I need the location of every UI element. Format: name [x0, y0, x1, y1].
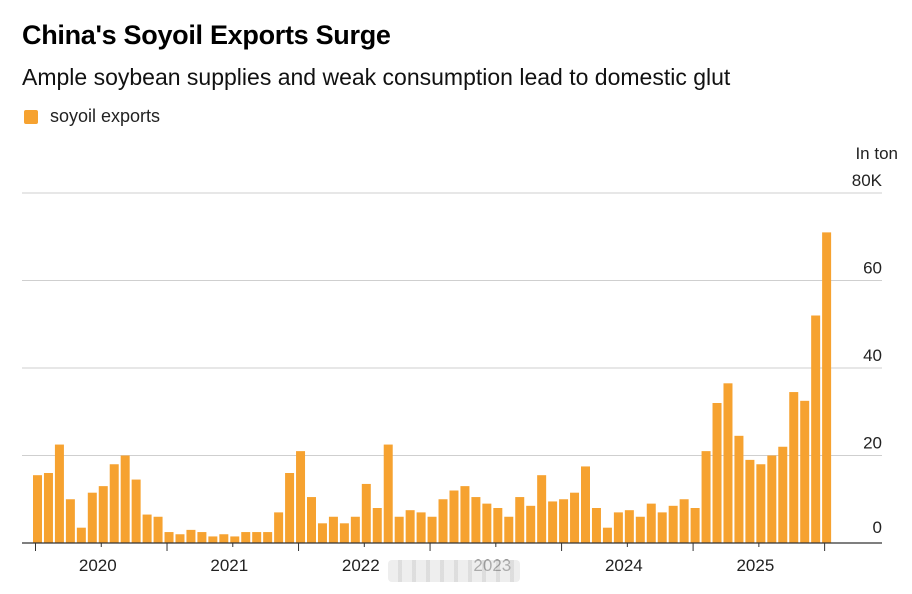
y-tick-label: 0: [873, 518, 882, 537]
bar: [635, 516, 645, 543]
bar: [690, 508, 700, 543]
bar: [76, 527, 86, 543]
bar: [537, 475, 547, 543]
bar: [153, 516, 163, 543]
bar: [142, 514, 152, 543]
y-tick-label: 20: [863, 434, 882, 453]
bar: [186, 529, 196, 543]
bar: [241, 532, 251, 543]
x-tick-label: 2024: [605, 556, 643, 575]
bar: [548, 501, 558, 543]
bar: [43, 473, 53, 543]
x-tick-label: 2021: [210, 556, 248, 575]
bar: [372, 508, 382, 543]
bar: [526, 505, 536, 543]
watermark: [388, 560, 520, 582]
bar: [263, 532, 273, 543]
bar: [350, 516, 360, 543]
bar: [131, 479, 141, 543]
bar: [164, 532, 174, 543]
bar: [471, 497, 481, 543]
bar: [416, 512, 426, 543]
bar: [657, 512, 667, 543]
bar: [712, 403, 722, 543]
bar: [822, 232, 832, 543]
bar: [493, 508, 503, 543]
bar: [197, 532, 207, 543]
bar: [559, 499, 569, 543]
bar: [756, 464, 766, 543]
bar: [581, 466, 590, 543]
y-tick-label: 80K: [852, 171, 883, 190]
bar: [120, 455, 130, 543]
bar: [602, 527, 612, 543]
bar: [427, 516, 437, 543]
bar: [54, 444, 64, 543]
bar: [361, 483, 371, 543]
unit-label: In ton: [855, 144, 898, 163]
bar: [668, 505, 678, 543]
bar: [460, 486, 470, 543]
bar: [789, 392, 799, 543]
bar: [811, 315, 821, 543]
bar: [274, 512, 284, 543]
bar: [767, 455, 777, 543]
bar: [624, 510, 634, 543]
bar: [515, 497, 525, 543]
bar: [504, 516, 514, 543]
bar: [613, 512, 623, 543]
x-tick-label: 2020: [79, 556, 117, 575]
bar: [109, 464, 119, 543]
x-tick-label: 2025: [736, 556, 774, 575]
bar: [208, 536, 218, 543]
legend-label: soyoil exports: [50, 106, 161, 126]
bar: [285, 473, 295, 543]
y-tick-label: 40: [863, 346, 882, 365]
bar: [405, 510, 415, 543]
bar: [591, 508, 601, 543]
bar: [734, 435, 744, 543]
bar: [317, 523, 327, 543]
legend: soyoil exports: [24, 106, 160, 127]
chart-subtitle: Ample soybean supplies and weak consumpt…: [22, 64, 731, 90]
bar: [230, 536, 240, 543]
bar: [98, 486, 108, 543]
bar: [701, 451, 711, 543]
bar: [328, 516, 338, 543]
bar: [33, 475, 42, 543]
bar: [482, 503, 492, 543]
bar: [646, 503, 656, 543]
bar: [438, 499, 448, 543]
bar: [778, 446, 788, 543]
bar: [175, 534, 185, 543]
bar: [296, 451, 306, 543]
bar: [394, 516, 404, 543]
chart-title: China's Soyoil Exports Surge: [22, 20, 391, 50]
bar: [339, 523, 349, 543]
bar: [679, 499, 689, 543]
bar: [745, 459, 755, 543]
x-tick-label: 2022: [342, 556, 380, 575]
bar: [723, 383, 733, 543]
bar: [383, 444, 393, 543]
bar: [570, 492, 580, 543]
legend-swatch: [24, 109, 38, 124]
bar: [87, 492, 97, 543]
y-tick-label: 60: [863, 259, 882, 278]
bar: [219, 534, 229, 543]
bar: [449, 490, 459, 543]
bar: [307, 497, 316, 543]
bar: [800, 400, 810, 543]
bar: [252, 532, 262, 543]
bar: [65, 499, 75, 543]
